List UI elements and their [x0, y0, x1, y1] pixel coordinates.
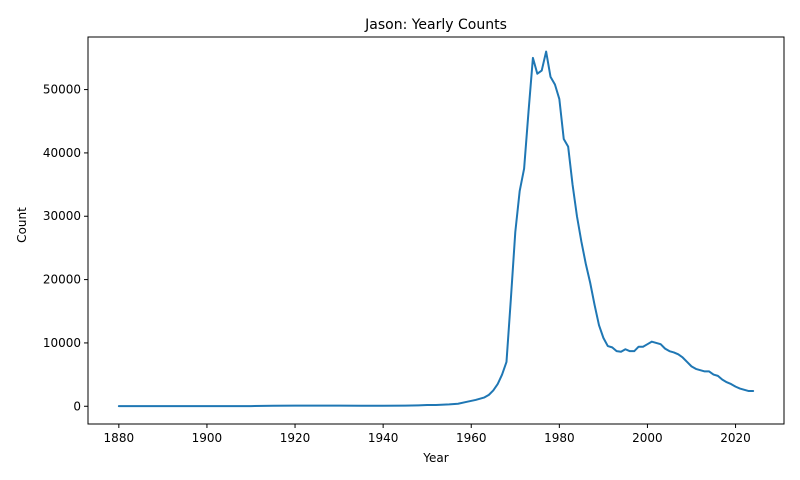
axes-frame [87, 36, 785, 425]
x-tick-label-1900: 1900 [192, 431, 223, 445]
chart-title: Jason: Yearly Counts [364, 17, 507, 33]
x-axis-title: Year [422, 451, 448, 465]
x-tick-label-2020: 2020 [720, 431, 751, 445]
x-tick-label-1940: 1940 [368, 431, 399, 445]
x-tick-label-1960: 1960 [456, 431, 487, 445]
y-axis-title: Count [15, 207, 29, 243]
x-tick-label-2000: 2000 [632, 431, 663, 445]
x-tick-label-1980: 1980 [544, 431, 575, 445]
y-tick-label-40000: 40000 [43, 146, 81, 160]
y-tick-label-20000: 20000 [43, 273, 81, 287]
x-tick-label-1880: 1880 [104, 431, 135, 445]
x-tick-label-1920: 1920 [280, 431, 311, 445]
y-tick-label-50000: 50000 [43, 83, 81, 97]
y-tick-label-10000: 10000 [43, 336, 81, 350]
y-tick-label-0: 0 [73, 399, 81, 413]
y-tick-label-30000: 30000 [43, 209, 81, 223]
plot-area: 1880 1900 1920 1940 1960 1980 2000 2020 0 10000 20… [43, 36, 785, 445]
series-line-0 [117, 50, 755, 408]
